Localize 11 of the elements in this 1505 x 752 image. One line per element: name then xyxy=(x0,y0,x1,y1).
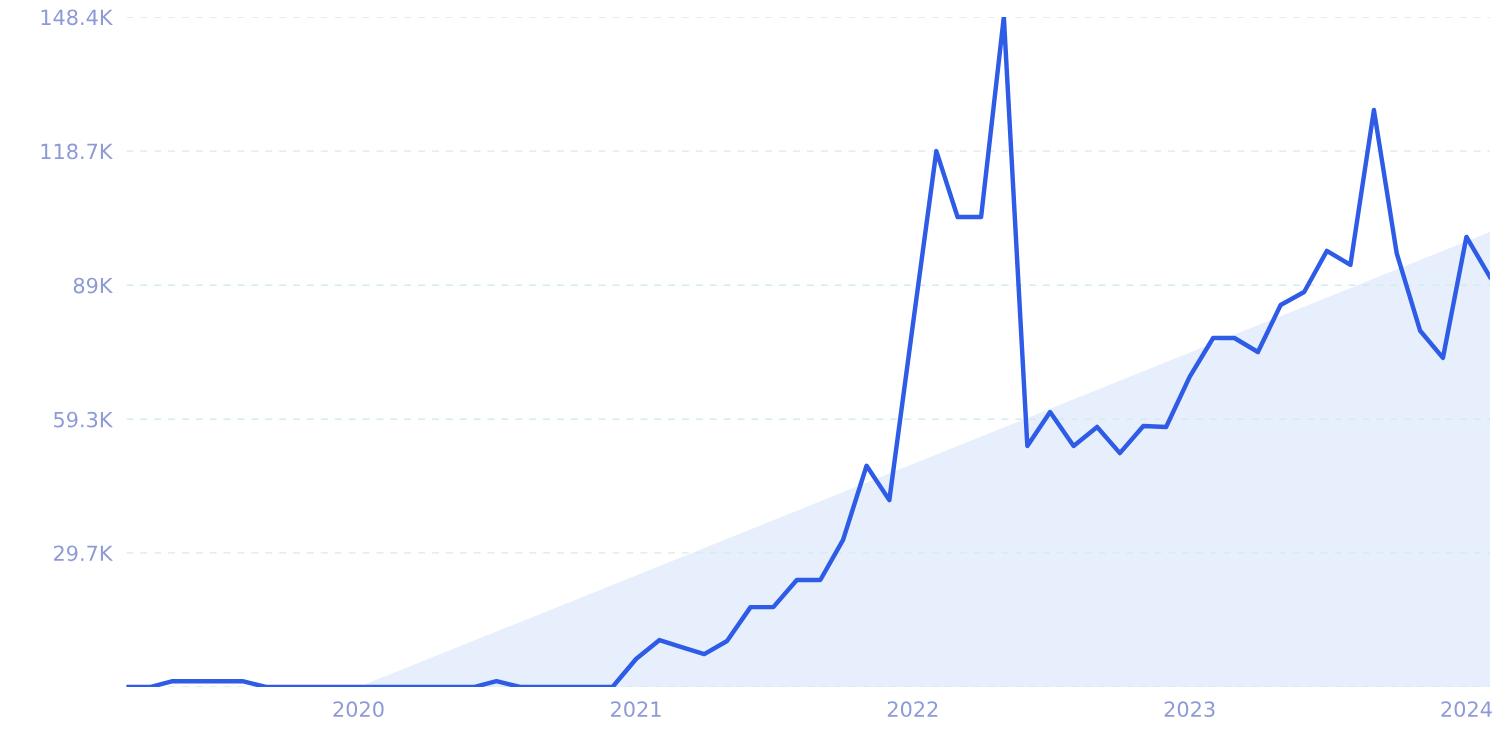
x-tick-label: 2021 xyxy=(611,701,661,718)
line-series xyxy=(126,17,1490,688)
y-tick-label: 118.7K xyxy=(41,143,113,160)
y-tick-label: 148.4K xyxy=(41,9,113,26)
x-tick-label: 2023 xyxy=(1164,701,1215,718)
x-tick-label: 2020 xyxy=(333,701,384,718)
x-tick-label: 2024 xyxy=(1441,701,1492,718)
y-tick-label: 29.7K xyxy=(54,545,113,562)
x-tick-label: 2022 xyxy=(887,701,938,718)
y-tick-label: 59.3K xyxy=(54,411,113,428)
y-tick-label: 89K xyxy=(73,277,113,294)
